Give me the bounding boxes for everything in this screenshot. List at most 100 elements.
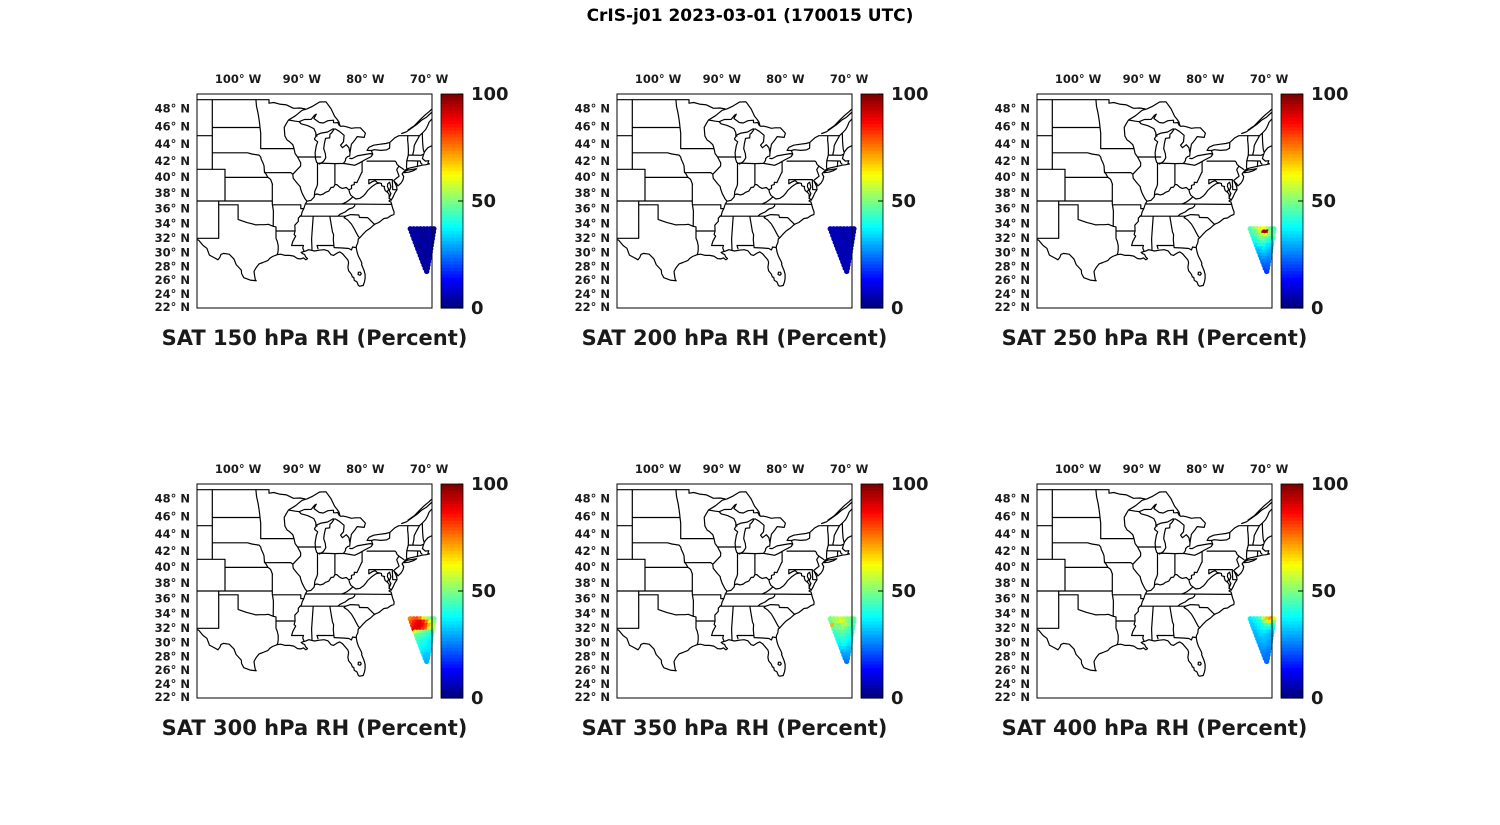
colorbar-slice	[441, 234, 463, 239]
state-boundaries	[617, 99, 852, 287]
colorbar-slice	[441, 681, 463, 686]
colorbar-slice	[861, 187, 883, 192]
colorbar-slice	[861, 224, 883, 229]
colorbar-slice	[861, 691, 883, 696]
map-frame	[196, 93, 433, 309]
colorbar-slice	[441, 267, 463, 272]
colorbar-slice	[441, 157, 463, 162]
colorbar-slice	[861, 227, 883, 232]
lon-tick-label: 90° W	[1123, 72, 1162, 86]
colorbar-slice	[441, 204, 463, 209]
colorbar-slice	[441, 694, 463, 699]
colorbar-slice	[441, 584, 463, 589]
colorbar-slice	[861, 591, 883, 595]
colorbar-slice	[1281, 594, 1303, 599]
lat-tick-label: 22° N	[575, 300, 610, 314]
colorbar-slice	[1281, 621, 1303, 626]
lon-tick-label: 80° W	[1186, 462, 1225, 476]
colorbar-slice	[1281, 484, 1303, 488]
colorbar-slice	[441, 567, 463, 572]
colorbar-slice	[861, 557, 883, 562]
colorbar-slice	[1281, 674, 1303, 679]
colorbar-slice	[441, 601, 463, 605]
colorbar-slice	[861, 500, 883, 505]
colorbar-slice	[1281, 174, 1303, 179]
lon-tick-label: 100° W	[215, 462, 262, 476]
lat-tick-label: 36° N	[575, 201, 610, 215]
colorbar-slice	[1281, 647, 1303, 652]
lat-tick-label: 26° N	[995, 663, 1030, 677]
lat-tick-label: 40° N	[995, 170, 1030, 184]
lat-tick-label: 36° N	[155, 591, 190, 605]
state-boundaries	[1037, 489, 1272, 677]
lat-tick-label: 36° N	[995, 591, 1030, 605]
lat-tick-label: 44° N	[995, 137, 1030, 151]
colorbar-slice	[861, 537, 883, 542]
colorbar-slice	[1281, 677, 1303, 682]
colorbar-slice	[861, 287, 883, 292]
colorbar-slice	[441, 104, 463, 108]
colorbar-slice	[441, 527, 463, 532]
colorbar-slice	[861, 667, 883, 672]
colorbar-slice	[1281, 574, 1303, 579]
colorbar-slice	[441, 651, 463, 656]
lat-tick-label: 42° N	[995, 154, 1030, 168]
colorbar-slice	[861, 124, 883, 129]
colorbar-slice	[441, 241, 463, 246]
colorbar-slice	[861, 617, 883, 622]
colorbar-tick-label: 50	[891, 191, 916, 212]
colorbar-slice	[1281, 554, 1303, 559]
colorbar-slice	[861, 604, 883, 609]
lat-tick-label: 22° N	[575, 690, 610, 704]
colorbar-slice	[441, 97, 463, 102]
swath-point	[424, 658, 430, 665]
colorbar-slice	[861, 117, 883, 122]
colorbar-slice	[1281, 637, 1303, 642]
colorbar-slice	[441, 494, 463, 498]
colorbar-slice	[1281, 644, 1303, 649]
colorbar-tick-label: 0	[1311, 298, 1324, 319]
map-panel-svg: 100° W 90° W 80° W 70° W 48° N 46° N 44° N 42° …	[155, 72, 509, 350]
colorbar-slice	[861, 184, 883, 189]
colorbar-slice	[861, 274, 883, 279]
lat-tick-label: 26° N	[155, 273, 190, 287]
colorbar-slice	[1281, 244, 1303, 249]
map-frame	[616, 483, 853, 699]
colorbar-slice	[441, 187, 463, 192]
lat-tick-label: 24° N	[995, 677, 1030, 691]
colorbar-slice	[1281, 100, 1303, 105]
lat-tick-label: 22° N	[155, 690, 190, 704]
colorbar-slice	[1281, 514, 1303, 519]
colorbar-slice	[441, 140, 463, 145]
colorbar-slice	[1281, 544, 1303, 549]
colorbar-slice	[1281, 550, 1303, 555]
colorbar-slice	[1281, 500, 1303, 505]
colorbar-slice	[861, 487, 883, 492]
colorbar-slice	[1281, 254, 1303, 259]
colorbar-slice	[1281, 137, 1303, 142]
colorbar-slice	[1281, 504, 1303, 508]
colorbar-slice	[441, 617, 463, 622]
swath-point	[1264, 268, 1270, 275]
colorbar-slice	[441, 287, 463, 292]
lat-tick-label: 40° N	[155, 560, 190, 574]
colorbar-slice	[861, 490, 883, 495]
figure-title: CrIS-j01 2023-03-01 (170015 UTC)	[586, 6, 914, 26]
lat-tick-label: 42° N	[575, 544, 610, 558]
lat-tick-label: 48° N	[575, 102, 610, 116]
colorbar-slice	[1281, 224, 1303, 229]
colorbar-slice	[1281, 297, 1303, 302]
lat-tick-label: 38° N	[155, 186, 190, 200]
colorbar-slice	[1281, 241, 1303, 246]
lat-tick-label: 48° N	[995, 102, 1030, 116]
colorbar-slice	[1281, 490, 1303, 495]
colorbar-slice	[441, 277, 463, 282]
map-panel-150hpa: 100° W 90° W 80° W 70° W 48° N 46° N 44° N 42° …	[140, 60, 520, 362]
colorbar-slice	[441, 564, 463, 569]
lat-tick-label: 40° N	[995, 560, 1030, 574]
colorbar-slice	[441, 614, 463, 619]
colorbar-slice	[441, 574, 463, 579]
colorbar-slice	[441, 231, 463, 236]
state-boundaries	[617, 489, 852, 677]
colorbar-slice	[441, 224, 463, 229]
